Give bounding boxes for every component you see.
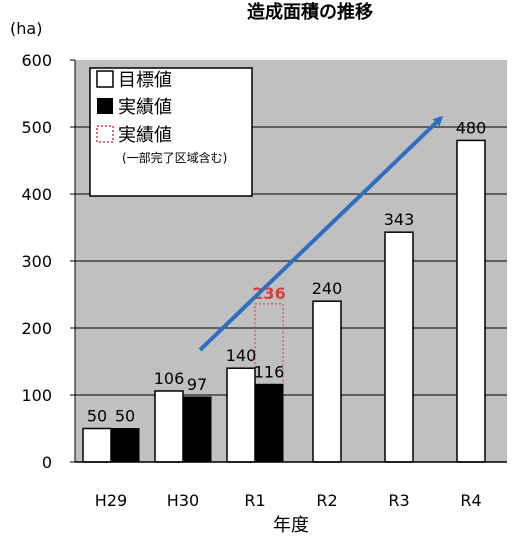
trend-arrow	[198, 115, 444, 352]
y-tick-label: 100	[21, 386, 52, 405]
data-label-target: 50	[87, 407, 107, 426]
legend-box	[89, 67, 253, 197]
data-label-target: 343	[384, 210, 415, 229]
x-tick-label: H30	[167, 491, 199, 510]
y-axis: 0 100 200 300 400 500 600	[21, 51, 76, 472]
y-tick-label: 400	[21, 185, 52, 204]
y-tick-label: 500	[21, 118, 52, 137]
bar-target	[82, 427, 112, 463]
bar-target	[312, 300, 342, 463]
data-label-target: 106	[154, 369, 185, 388]
x-axis-label: 年度	[273, 515, 309, 536]
data-label-actual: 97	[187, 375, 207, 394]
legend-label-actual: 実績値	[118, 97, 172, 118]
legend-swatch-partial	[96, 125, 114, 143]
data-label-actual: 116	[254, 362, 285, 381]
bar-target	[226, 367, 256, 463]
bar-actual	[182, 396, 212, 463]
bar-actual	[110, 428, 140, 463]
legend-label-target: 目標値	[118, 70, 172, 91]
data-label-partial: 236	[252, 284, 285, 303]
legend-swatch-target	[96, 70, 114, 88]
data-label-target: 480	[456, 118, 487, 137]
bar-target	[384, 231, 414, 463]
y-tick-label: 600	[21, 51, 52, 70]
y-tick-label: 200	[21, 319, 52, 338]
chart-title: 造成面積の推移	[247, 1, 373, 23]
data-label-actual: 50	[115, 407, 135, 426]
x-axis: H29 H30 R1 R2 R3 R4	[75, 461, 507, 510]
x-tick-label: H29	[95, 491, 127, 510]
bar-target	[456, 139, 486, 463]
legend-note-partial: (一部完了区域含む)	[122, 150, 227, 165]
bar-actual	[254, 383, 284, 463]
y-tick-label: 300	[21, 252, 52, 271]
bar-target	[154, 390, 184, 463]
legend: 目標値 実績値 実績値 (一部完了区域含む)	[89, 67, 253, 197]
legend-swatch-actual	[97, 98, 113, 114]
legend-label-partial: 実績値	[118, 125, 172, 146]
x-tick-label: R2	[316, 491, 337, 510]
y-tick-label: 0	[42, 453, 52, 472]
x-tick-label: R1	[244, 491, 265, 510]
data-label-target: 140	[226, 346, 257, 365]
unit-label: (ha)	[10, 19, 42, 38]
x-tick-label: R3	[388, 491, 409, 510]
x-tick-label: R4	[460, 491, 481, 510]
data-label-target: 240	[312, 279, 343, 298]
